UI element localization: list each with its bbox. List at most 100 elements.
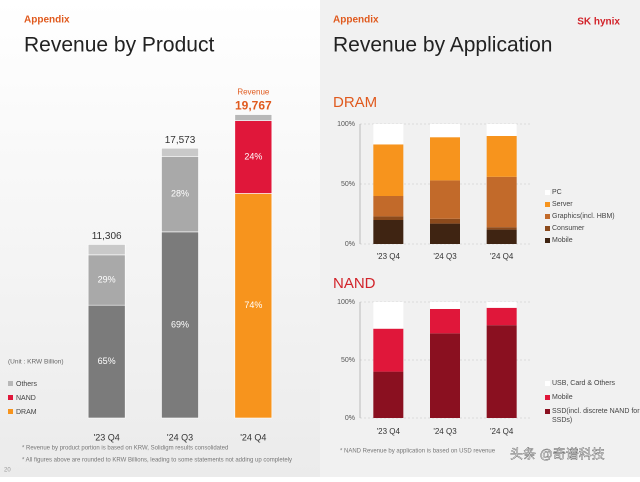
data-label: 65% [98, 356, 116, 366]
bar-segment [430, 333, 460, 418]
bar-segment [486, 302, 517, 308]
bar-segment [430, 302, 460, 309]
legend-item: Graphics(incl. HBM) [552, 213, 615, 220]
y-tick-label: 0% [345, 415, 355, 422]
legend-label: SSD(incl. discrete NAND for SSDs) [552, 408, 640, 424]
bar-segment [373, 196, 404, 217]
bar-segment [486, 136, 517, 177]
bar-segment [373, 144, 404, 196]
bar-segment [486, 176, 517, 228]
legend-swatch [545, 190, 550, 195]
bar-segment [87, 304, 126, 419]
legend-label: NAND [16, 395, 36, 402]
bar-segment [373, 220, 404, 244]
footnote: * Revenue by product portion is based on… [22, 446, 228, 452]
legend-label: Consumer [552, 225, 585, 232]
y-tick-label: 100% [337, 299, 355, 306]
bar-segment [373, 216, 404, 220]
x-tick-label: '24 Q3 [433, 252, 457, 261]
x-tick-label: '24 Q4 [490, 427, 514, 436]
x-tick-label: '24 Q3 [433, 427, 457, 436]
watermark: 头条 @奇谱科技 [510, 446, 605, 461]
legend-swatch [545, 202, 550, 207]
legend-item: Mobile [552, 237, 573, 244]
footnote: * NAND Revenue by application is based o… [340, 449, 496, 455]
legend-swatch [545, 395, 550, 400]
bar-segment [161, 147, 199, 157]
tag: Appendix [24, 15, 70, 26]
legend-swatch [545, 214, 550, 219]
page-number: 20 [4, 468, 11, 474]
legend-item: Mobile [552, 394, 573, 401]
legend-swatch [545, 238, 550, 243]
legend-item: PC [552, 189, 562, 196]
x-tick-label: '24 Q4 [240, 432, 266, 442]
legend-swatch [545, 226, 550, 231]
legend-swatch [8, 409, 13, 414]
y-tick-label: 50% [341, 181, 355, 188]
tag: Appendix [333, 15, 379, 26]
data-label: 29% [98, 274, 116, 284]
x-tick-label: '23 Q4 [377, 427, 401, 436]
bar-segment [373, 328, 404, 372]
bar-segment [373, 124, 404, 145]
bar-segment [87, 254, 126, 306]
legend-label: Server [552, 201, 573, 208]
legend-swatch [545, 381, 550, 386]
legend-item: SSD(incl. discrete NAND for SSDs) [552, 408, 640, 424]
chart-title: DRAM [333, 94, 377, 111]
title: Revenue by Product [24, 34, 214, 57]
bar-segment [486, 229, 517, 244]
total-label: 19,767 [235, 99, 272, 113]
bar-segment [87, 244, 126, 256]
bar-segment [486, 124, 517, 136]
legend-item: Server [552, 201, 573, 208]
x-tick-label: '24 Q4 [490, 252, 514, 261]
bar-segment [430, 137, 460, 181]
bar-segment [430, 223, 460, 244]
bar-segment [430, 218, 460, 224]
unit: (Unit : KRW Billion) [8, 359, 64, 366]
x-tick-label: '23 Q4 [94, 432, 120, 442]
legend-label: Graphics(incl. HBM) [552, 213, 615, 220]
footnote: * All figures above are rounded to KRW B… [22, 458, 292, 464]
legend-label: Mobile [552, 237, 573, 244]
y-tick-label: 0% [345, 241, 355, 248]
y-tick-label: 50% [341, 357, 355, 364]
bar-segment [234, 120, 273, 194]
logo: SK hynix [577, 17, 620, 28]
bar-segment [234, 114, 273, 121]
legend-swatch [8, 395, 13, 400]
bar-segment [373, 302, 404, 329]
bar-segment [430, 180, 460, 219]
total-label: 11,306 [92, 231, 122, 242]
bar-segment [430, 124, 460, 138]
data-label: 28% [171, 188, 189, 198]
bar-segment [486, 227, 517, 230]
annotation: Revenue [237, 88, 270, 97]
legend-swatch [545, 409, 550, 414]
y-tick-label: 100% [337, 121, 355, 128]
legend-label: Others [16, 381, 38, 388]
x-tick-label: '24 Q3 [167, 432, 193, 442]
data-label: 24% [244, 151, 262, 161]
legend-swatch [8, 381, 13, 386]
legend-label: PC [552, 189, 562, 196]
total-label: 17,573 [165, 135, 196, 146]
legend-label: DRAM [16, 409, 37, 416]
data-label: 74% [244, 300, 262, 310]
legend-item: USB, Card & Others [552, 380, 616, 387]
bar-segment [486, 325, 517, 418]
data-label: 69% [171, 319, 189, 329]
chart-title: NAND [333, 275, 376, 292]
legend-item: Consumer [552, 225, 585, 232]
title: Revenue by Application [333, 34, 553, 57]
x-tick-label: '23 Q4 [377, 252, 401, 261]
bar-segment [373, 371, 404, 418]
legend-label: Mobile [552, 394, 573, 401]
legend-label: USB, Card & Others [552, 380, 616, 387]
bar-segment [161, 231, 199, 419]
bar-segment [234, 193, 273, 419]
bar-segment [486, 307, 517, 326]
